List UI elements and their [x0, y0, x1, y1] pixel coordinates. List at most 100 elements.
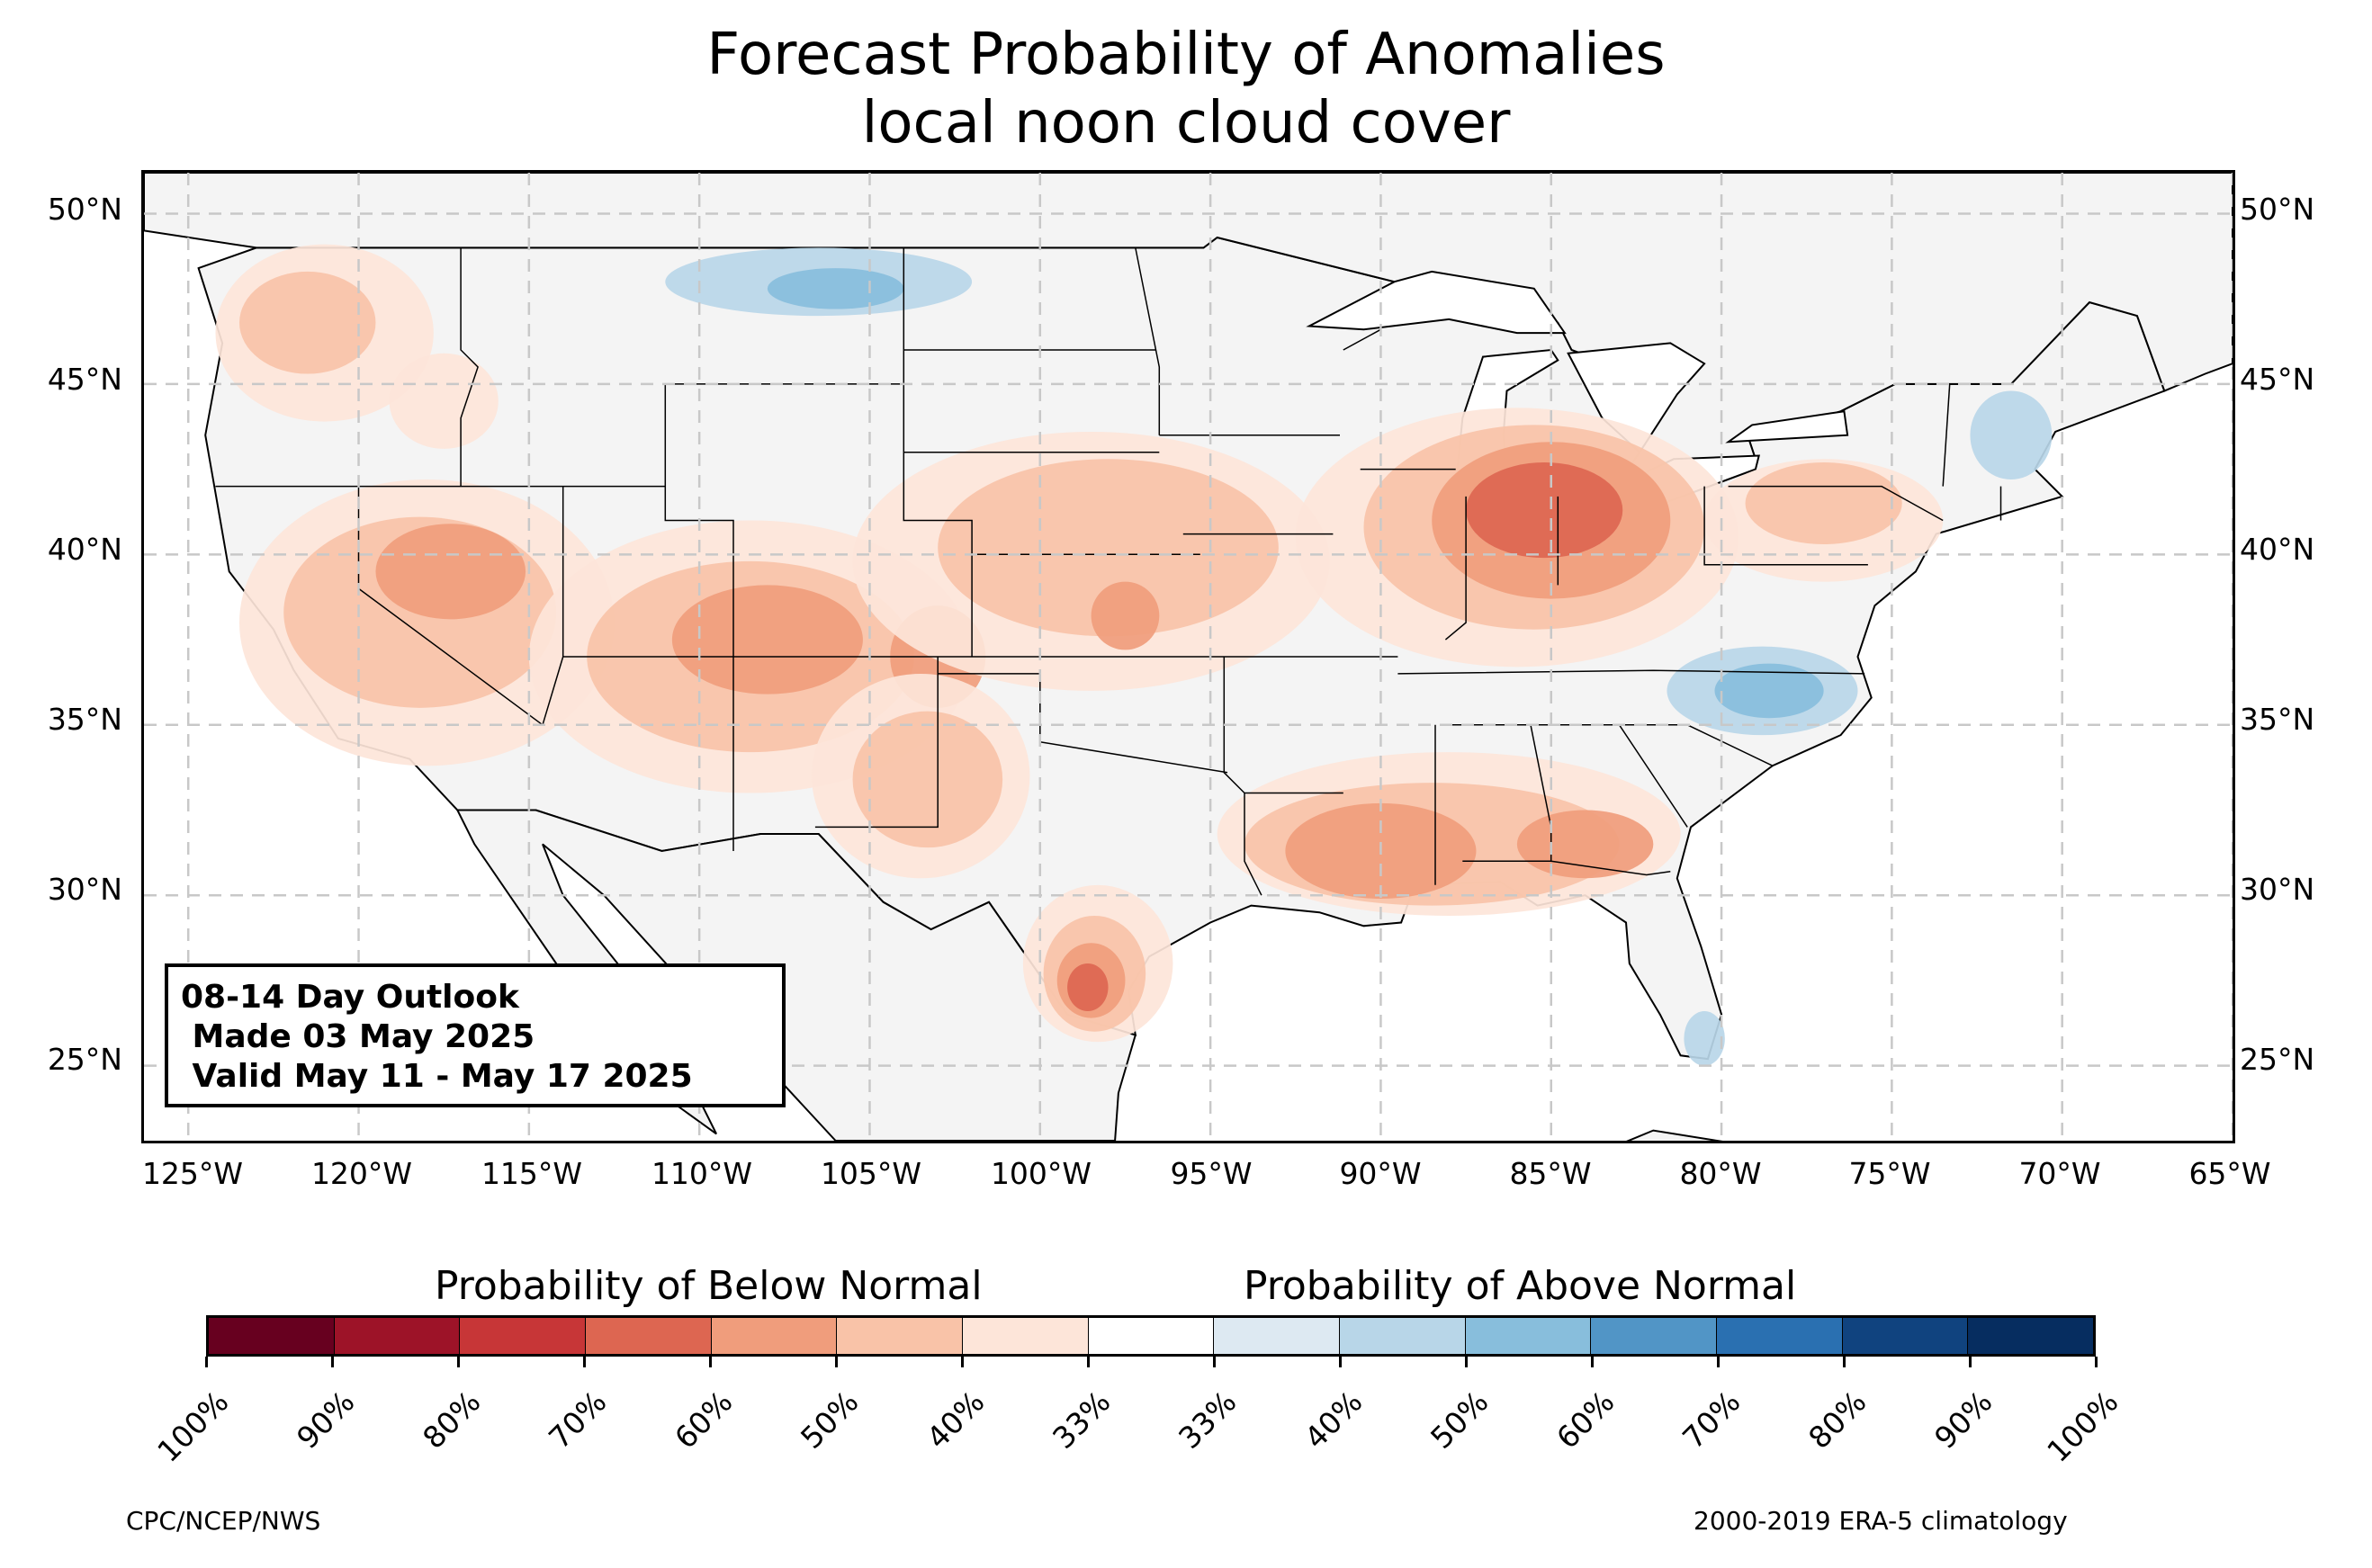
colorbar-tick-label: 80% [415, 1384, 488, 1456]
lat-label-left: 30°N [47, 872, 122, 907]
colorbar-cell [837, 1318, 964, 1354]
colorbar-cell [963, 1318, 1089, 1354]
state-line [1618, 724, 1688, 828]
footer-source: CPC/NCEP/NWS [126, 1506, 321, 1536]
colorbar-tick [1842, 1357, 1846, 1367]
colorbar-tick [1464, 1357, 1468, 1367]
colorbar-tick-label: 60% [1549, 1384, 1622, 1456]
colorbar-tick-label: 60% [667, 1384, 740, 1456]
map-title-line1: Forecast Probability of Anomalies [706, 22, 1666, 88]
lon-label: 100°W [990, 1156, 1092, 1191]
colorbar-tick [834, 1357, 838, 1367]
lat-label-left: 45°N [47, 362, 122, 397]
above-normal-area [1684, 1011, 1725, 1066]
footer-climatology: 2000-2019 ERA-5 climatology [1694, 1506, 2068, 1536]
lon-label: 75°W [1848, 1156, 1931, 1191]
colorbar-cell [1842, 1318, 1969, 1354]
outlook-valid-range: Valid May 11 - May 17 2025 [181, 1058, 693, 1095]
state-line [1397, 669, 1865, 675]
below-normal-area [852, 711, 1003, 848]
colorbar-tick-label: 40% [1297, 1384, 1370, 1456]
lon-label: 125°W [141, 1156, 244, 1191]
colorbar-cell [209, 1318, 335, 1354]
below-normal-area [1067, 963, 1109, 1012]
lat-label-left: 35°N [47, 702, 122, 737]
below-normal-area [1516, 810, 1654, 879]
lon-label: 95°W [1170, 1156, 1253, 1191]
colorbar-tick [1968, 1357, 1972, 1367]
above-normal-area [767, 268, 904, 309]
colorbar-tick-label: 50% [1423, 1384, 1496, 1456]
colorbar-tick-label: 50% [793, 1384, 866, 1456]
above-normal-area [1970, 390, 2053, 479]
lon-label: 110°W [651, 1156, 753, 1191]
above-normal-area [1714, 663, 1824, 719]
colorbar-cell [1088, 1318, 1215, 1354]
colorbar-cell [1591, 1318, 1718, 1354]
state-line [1135, 247, 1161, 435]
state-line [1703, 486, 1868, 566]
colorbar-tick [582, 1357, 586, 1367]
colorbar-tick-label: 80% [1801, 1384, 1873, 1456]
state-line [938, 673, 1228, 774]
colorbar-tick-label: 90% [289, 1384, 362, 1456]
colorbar-tick [2094, 1357, 2098, 1367]
lat-label-left: 25°N [47, 1042, 122, 1077]
colorbar-cell [1717, 1318, 1843, 1354]
lon-label: 65°W [2188, 1156, 2271, 1191]
colorbar-tick [1338, 1357, 1342, 1367]
colorbar-tick [456, 1357, 460, 1367]
lat-label-right: 45°N [2240, 362, 2315, 397]
lon-label: 120°W [310, 1156, 413, 1191]
land-cuba [1626, 1129, 1723, 1141]
outlook-period: 08-14 Day Outlook [181, 979, 519, 1016]
colorbar [206, 1315, 2096, 1357]
probability-layer [215, 244, 2053, 1066]
colorbar-cell [460, 1318, 587, 1354]
lat-label-right: 35°N [2240, 702, 2315, 737]
state-line [1728, 485, 1944, 522]
colorbar-tick-label: 70% [541, 1384, 614, 1456]
below-normal-area [375, 524, 526, 620]
colorbar-tick-label: 100% [149, 1384, 236, 1469]
lon-label: 70°W [2018, 1156, 2101, 1191]
lon-label: 115°W [481, 1156, 583, 1191]
great-lake [1725, 410, 1849, 444]
lat-label-right: 40°N [2240, 532, 2315, 567]
colorbar-tick [708, 1357, 712, 1367]
colorbar-cell [334, 1318, 461, 1354]
below-normal-area [938, 459, 1279, 637]
colorbar-tick-label: 100% [2039, 1384, 2125, 1469]
colorbar-cell [1968, 1318, 2094, 1354]
colorbar-below-title: Probability of Below Normal [435, 1263, 983, 1309]
lon-label: 90°W [1339, 1156, 1422, 1191]
colorbar-cell [586, 1318, 712, 1354]
below-normal-area [1745, 462, 1902, 544]
lon-label: 105°W [820, 1156, 922, 1191]
lat-label-right: 25°N [2240, 1042, 2315, 1077]
outlook-info-box: 08-14 Day Outlook Made 03 May 2025 Valid… [165, 963, 786, 1107]
lat-label-right: 50°N [2240, 192, 2315, 227]
colorbar-tick [1716, 1357, 1720, 1367]
colorbar-tick-label: 40% [919, 1384, 992, 1456]
below-normal-area [1091, 581, 1160, 650]
colorbar-tick-label: 70% [1675, 1384, 1748, 1456]
below-normal-area [671, 585, 863, 694]
colorbar-tick [1212, 1357, 1216, 1367]
lon-label: 85°W [1509, 1156, 1592, 1191]
lat-label-right: 30°N [2240, 872, 2315, 907]
below-normal-area [389, 353, 499, 449]
colorbar-tick-label: 33% [1171, 1384, 1244, 1456]
outlook-made-date: Made 03 May 2025 [181, 1018, 535, 1055]
state-line [814, 657, 939, 829]
colorbar-tick [204, 1357, 208, 1367]
great-lake [1306, 270, 1567, 335]
colorbar-tick-label: 90% [1927, 1384, 1999, 1456]
colorbar-tick [960, 1357, 964, 1367]
state-line [1942, 383, 1951, 487]
lon-label: 80°W [1679, 1156, 1762, 1191]
below-normal-area [239, 271, 376, 374]
state-line [1444, 496, 1467, 641]
state-line [1343, 328, 1381, 351]
state-line [460, 247, 479, 487]
